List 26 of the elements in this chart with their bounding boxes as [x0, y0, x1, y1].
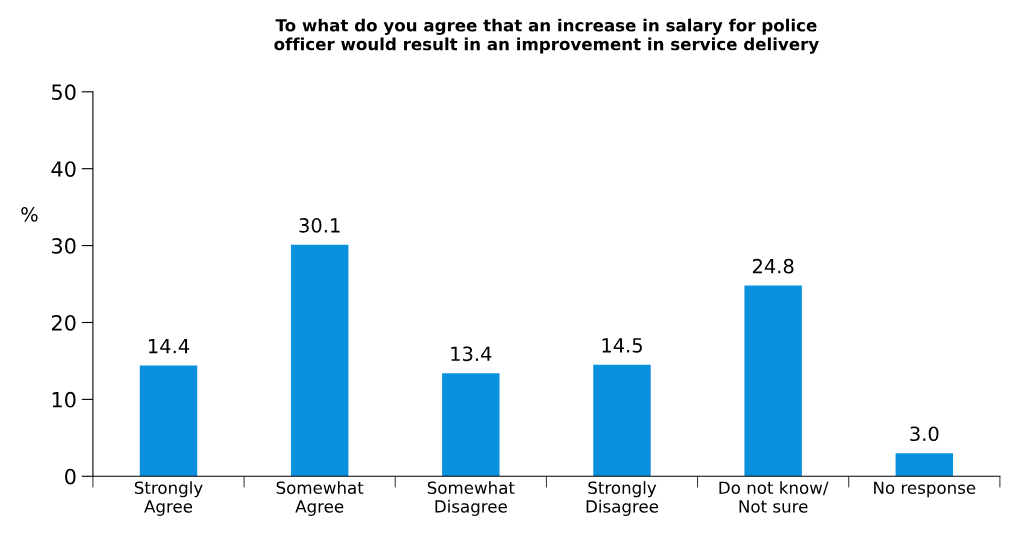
bar [744, 285, 802, 477]
y-tick-label: 10 [52, 391, 76, 408]
y-tick-label: 30 [52, 238, 76, 254]
y-axis-title: % [21, 206, 38, 222]
bar [442, 373, 500, 477]
bar [139, 365, 198, 477]
data-label: 24.8 [752, 258, 794, 274]
bar [593, 364, 651, 477]
y-tick-label: 50 [52, 84, 76, 101]
y-tick-label: 0 [65, 468, 76, 485]
data-label: 3.0 [910, 426, 939, 442]
data-label: 13.4 [451, 346, 492, 362]
x-tick-label: Strongly Agree [134, 481, 203, 516]
y-tick-label: 40 [51, 161, 76, 177]
x-tick-label: Somewhat Agree [276, 481, 364, 516]
data-label: 14.5 [602, 338, 642, 353]
data-label: 14.4 [148, 339, 190, 354]
chart-title: To what do you agree that an increase in salary for police officer would result in an improvement in service delivery [274, 18, 819, 54]
bar [290, 244, 349, 477]
x-tick-label: Somewhat Disagree [427, 481, 515, 516]
x-tick-label: No response [874, 481, 976, 498]
x-tick-label: Do not know/ Not sure [719, 481, 829, 513]
bar [895, 453, 954, 477]
x-tick-label: Strongly Disagree [586, 481, 659, 516]
data-label: 30.1 [299, 218, 340, 233]
y-tick-label: 20 [51, 314, 76, 331]
